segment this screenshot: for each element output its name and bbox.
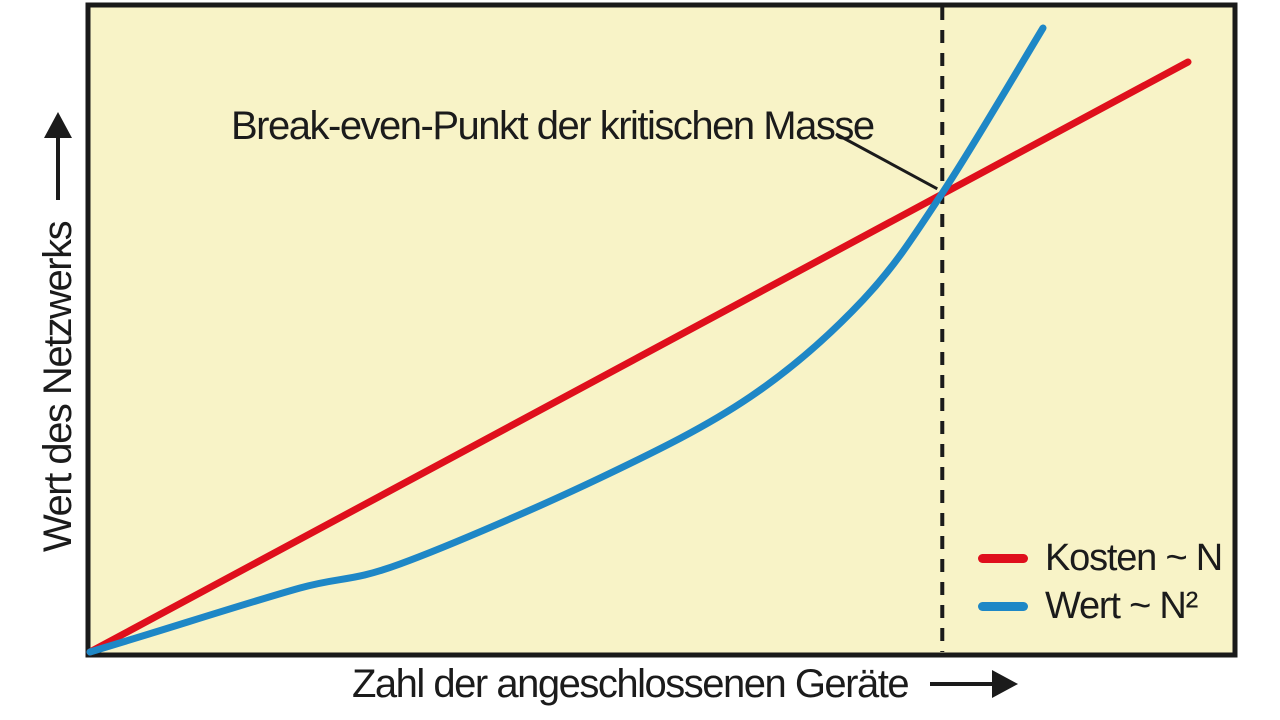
kosten-line (86, 58, 1192, 656)
arrow-head (44, 111, 72, 138)
y-axis-label: Wert des Netzwerks (36, 221, 80, 552)
x-axis-label: Zahl der angeschlossenen Geräte (352, 662, 910, 706)
y-axis-arrow-icon (44, 111, 72, 200)
legend-swatch-kosten (978, 553, 1028, 563)
legend-item-kosten: Kosten ~ N (978, 534, 1223, 582)
legend-item-wert: Wert ~ N² (978, 582, 1222, 630)
legend-swatch-wert (978, 601, 1028, 611)
annotation-pointer-line (835, 132, 938, 191)
y-axis-label-group: Wert des Netzwerks (28, 111, 88, 552)
legend: Kosten ~ N Wert ~ N² (978, 534, 1223, 630)
arrow-shaft (56, 137, 60, 200)
arrow-head (992, 670, 1019, 698)
arrow-shaft (930, 682, 993, 686)
annotation-label: Break-even-Punkt der kritischen Masse (231, 104, 875, 148)
wert-curve (86, 24, 1047, 656)
x-axis-label-group: Zahl der angeschlossenen Geräte (352, 662, 1019, 706)
legend-label-kosten: Kosten ~ N (1045, 537, 1223, 579)
x-axis-arrow-icon (930, 670, 1019, 698)
legend-label-wert: Wert ~ N² (1045, 585, 1198, 627)
